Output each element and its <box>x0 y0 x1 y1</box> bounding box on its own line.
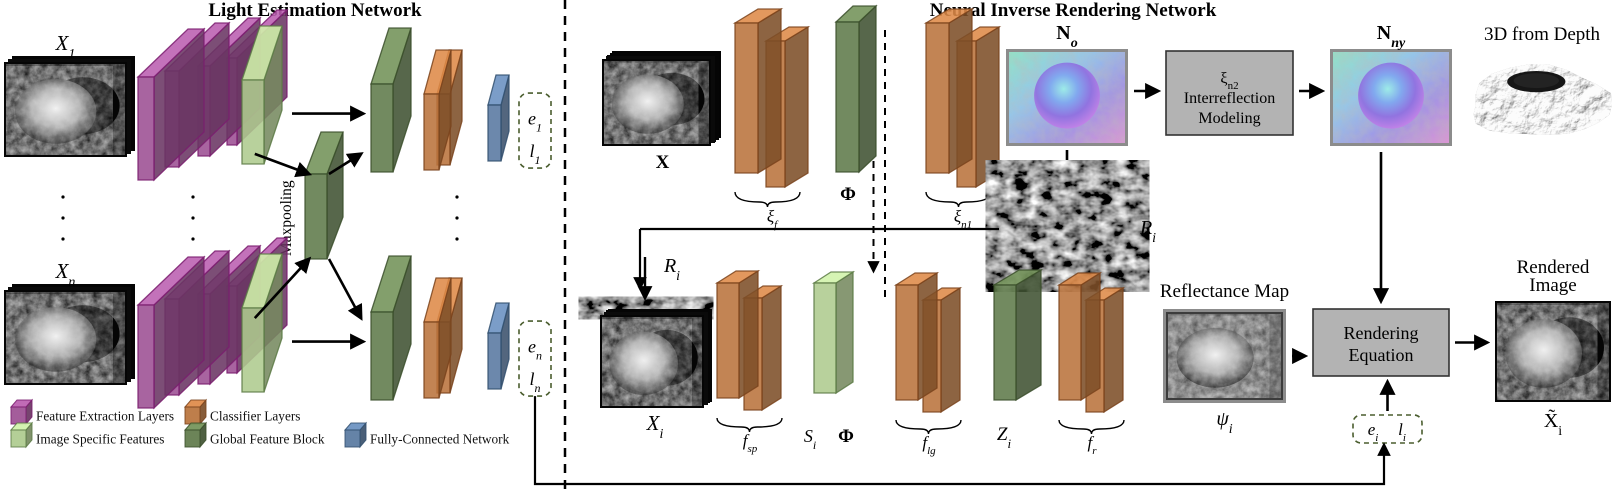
svg-text:Modeling: Modeling <box>1198 110 1260 127</box>
svg-text:Equation: Equation <box>1349 345 1414 365</box>
svg-text:Global Feature Block: Global Feature Block <box>210 432 325 447</box>
svg-text:Image: Image <box>1529 275 1576 296</box>
svg-text:Classifier Layers: Classifier Layers <box>210 409 300 424</box>
svg-text:Neural Inverse Rendering Netwo: Neural Inverse Rendering Network <box>930 0 1217 21</box>
svg-text:Image Specific Features: Image Specific Features <box>36 432 164 447</box>
svg-text:Light Estimation Network: Light Estimation Network <box>208 0 422 21</box>
svg-text:Fully-Connected Network: Fully-Connected Network <box>370 432 510 447</box>
svg-text:X: X <box>656 152 670 173</box>
svg-text:Reflectance Map: Reflectance Map <box>1160 281 1289 302</box>
svg-text:Φ: Φ <box>840 184 856 205</box>
svg-text:3D from Depth: 3D from Depth <box>1484 24 1601 45</box>
svg-text:Interreflection: Interreflection <box>1184 90 1276 107</box>
svg-text:Rendering: Rendering <box>1344 323 1419 343</box>
svg-text:Φ: Φ <box>838 426 854 447</box>
svg-text:Feature Extraction Layers: Feature Extraction Layers <box>36 409 174 424</box>
